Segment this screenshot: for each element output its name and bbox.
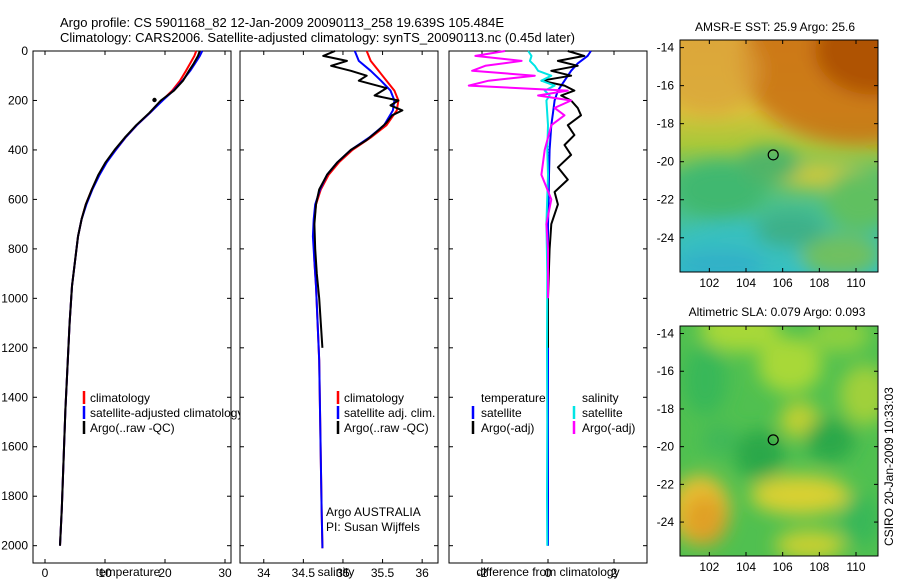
map-xtick-label: 104	[736, 560, 756, 574]
legend-label-sal-argo: Argo(-adj)	[582, 421, 635, 435]
legend-label-argo: Argo(..raw -QC)	[90, 421, 175, 435]
map-ytick-label: -22	[657, 193, 675, 207]
series-salinity-argo-adj-	[467, 50, 573, 299]
legend-label-climatology: climatology	[344, 391, 404, 405]
ytick-label: 2000	[1, 539, 28, 553]
map-xtick-label: 104	[736, 276, 756, 290]
legend-label-satellite: satellite adj. clim.	[344, 406, 435, 420]
argo-marker	[152, 97, 157, 103]
xtick-label: 35	[336, 566, 350, 580]
map-ytick-label: -14	[657, 327, 675, 341]
map-ytick-label: -20	[657, 440, 675, 454]
salinity-legend: climatology satellite adj. clim. Argo(..…	[336, 391, 435, 435]
temperature-series	[59, 50, 204, 546]
salinity-xaxis: 34 34.5 35 35.5 36	[257, 51, 429, 580]
legend-label-sal-satellite: satellite	[582, 406, 623, 420]
salinity-yaxis	[240, 50, 438, 547]
legend-header-salinity: salinity	[582, 391, 619, 405]
xtick-label: 10	[98, 566, 112, 580]
sla-map-frame	[679, 325, 879, 557]
xtick-label: 2	[611, 566, 618, 580]
sla-axes: -14 -16 -18 -20 -22 -24 102 104 106 108 110	[657, 326, 878, 574]
sla-argo-location-marker	[767, 434, 779, 446]
series-temperature-argo-adj-	[540, 50, 586, 348]
map-ytick-label: -16	[657, 364, 675, 378]
difference-panel: -2 0 2 temperature satellite Argo(-adj) sa…	[448, 50, 648, 580]
ytick-label: 600	[8, 192, 28, 206]
temperature-axes-box	[32, 50, 232, 564]
sst-argo-location-marker	[767, 149, 779, 161]
xtick-label: 30	[218, 566, 232, 580]
xtick-label: -2	[477, 566, 488, 580]
map-ytick-label: -24	[657, 231, 675, 245]
ytick-label: 400	[8, 143, 28, 157]
ytick-label: 1400	[1, 390, 28, 404]
salinity-axes-box	[239, 50, 439, 564]
map-xtick-label: 102	[699, 276, 719, 290]
ytick-label: 1000	[1, 291, 28, 305]
series-argo	[313, 50, 404, 348]
ytick-label: 200	[8, 93, 28, 107]
sst-map-panel: AMSR-E SST: 25.9 Argo: 25.6 -14 -16 -18 -20…	[657, 20, 879, 290]
annotation-pi: PI: Susan Wijffels	[326, 520, 420, 534]
map-ytick-label: -20	[657, 155, 675, 169]
map-ytick-label: -22	[657, 477, 675, 491]
salinity-series	[311, 50, 404, 549]
difference-yaxis	[449, 50, 647, 547]
xtick-label: 34.5	[292, 566, 316, 580]
ytick-label: 1600	[1, 440, 28, 454]
map-ytick-label: -14	[657, 41, 675, 55]
legend-label-satellite: satellite-adjusted climatology	[90, 406, 243, 420]
map-xtick-label: 108	[809, 276, 829, 290]
legend-label-climatology: climatology	[90, 391, 150, 405]
xtick-label: 0	[42, 566, 49, 580]
ytick-label: 1800	[1, 489, 28, 503]
ytick-label: 0	[21, 44, 28, 58]
xtick-label: 20	[158, 566, 172, 580]
legend-header-temperature: temperature	[481, 391, 546, 405]
sla-field	[680, 326, 878, 556]
map-xtick-label: 108	[809, 560, 829, 574]
salinity-panel: 34 34.5 35 35.5 36 climatology satellite adj…	[239, 50, 439, 580]
temperature-legend: climatology satellite-adjusted climatolo…	[82, 391, 243, 435]
sst-map-frame	[679, 39, 879, 273]
map-xtick-label: 102	[699, 560, 719, 574]
map-ytick-label: -18	[657, 402, 675, 416]
series-argo	[59, 50, 201, 546]
xtick-label: 34	[257, 566, 271, 580]
header-line2: Climatology: CARS2006. Satellite-adjuste…	[60, 30, 575, 45]
sla-title: Altimetric SLA: 0.079 Argo: 0.093	[689, 305, 866, 319]
difference-legend: temperature satellite Argo(-adj) salinit…	[471, 391, 635, 435]
ytick-label: 1200	[1, 341, 28, 355]
ytick-label: 800	[8, 242, 28, 256]
sst-field	[680, 40, 878, 272]
map-ytick-label: -24	[657, 515, 675, 529]
map-xtick-label: 110	[846, 276, 865, 290]
difference-xlabel: difference from climatology	[476, 565, 619, 579]
legend-label-temp-satellite: satellite	[481, 406, 522, 420]
map-ytick-label: -18	[657, 117, 675, 131]
difference-series	[467, 50, 592, 546]
temperature-xaxis: 0 10 20 30	[42, 51, 232, 580]
header-line1: Argo profile: CS 5901168_82 12-Jan-2009 …	[60, 15, 504, 30]
legend-label-temp-argo: Argo(-adj)	[481, 421, 534, 435]
xtick-label: 35.5	[371, 566, 395, 580]
map-xtick-label: 106	[773, 560, 793, 574]
xtick-label: 36	[415, 566, 429, 580]
temperature-xlabel: temperature	[96, 565, 161, 579]
sst-title: AMSR-E SST: 25.9 Argo: 25.6	[695, 20, 855, 34]
sla-map-panel: Altimetric SLA: 0.079 Argo: 0.093	[657, 305, 879, 574]
salinity-xlabel: salinity	[318, 565, 355, 579]
temperature-yaxis: 0 200 400 600 800 1000 1200 1400 1600 1800 2000	[1, 44, 231, 553]
xtick-label: 0	[545, 566, 552, 580]
sst-axes: -14 -16 -18 -20 -22 -24 102 104 106 108 110	[657, 40, 878, 290]
csiro-timestamp-label: CSIRO 20-Jan-2009 10:33:03	[882, 387, 896, 546]
map-ytick-label: -16	[657, 79, 675, 93]
map-xtick-label: 106	[773, 276, 793, 290]
temperature-panel: 0 200 400 600 800 1000 1200 1400 1600 1800 2000 0 1…	[1, 44, 243, 580]
legend-label-argo: Argo(..raw -QC)	[344, 421, 429, 435]
annotation-argo-australia: Argo AUSTRALIA	[326, 505, 421, 519]
map-xtick-label: 110	[846, 560, 865, 574]
